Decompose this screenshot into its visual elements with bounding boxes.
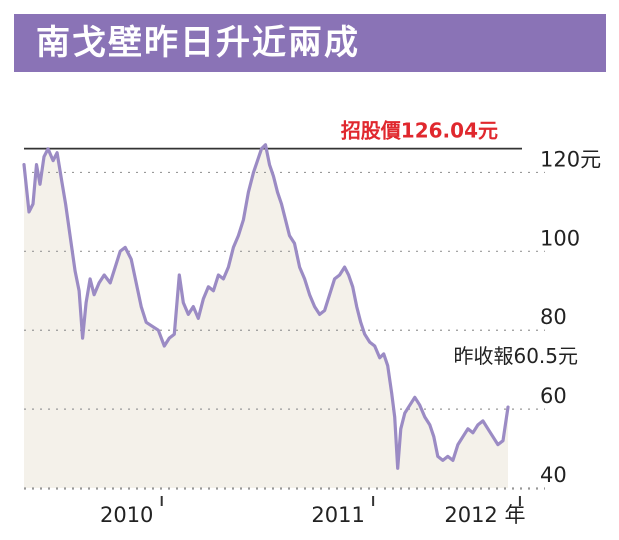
- y-tick-label: 60: [540, 384, 567, 408]
- y-tick-label: 80: [540, 305, 567, 329]
- title-banner: 南戈壁昨日升近兩成: [14, 14, 606, 72]
- y-tick-label: 100: [540, 226, 580, 250]
- x-tick-label: 2010: [100, 503, 153, 527]
- ipo-price-label: 招股價126.04元: [341, 119, 498, 143]
- chart-title: 南戈壁昨日升近兩成: [36, 23, 360, 63]
- last-close-label: 昨收報60.5元: [453, 344, 578, 368]
- price-area-fill: [24, 144, 508, 489]
- x-tick-label: 2012 年: [444, 503, 525, 527]
- y-tick-label: 40: [540, 463, 567, 487]
- y-tick-label: 120元: [540, 147, 601, 171]
- x-tick-label: 2011: [311, 503, 364, 527]
- price-line: [22, 143, 510, 470]
